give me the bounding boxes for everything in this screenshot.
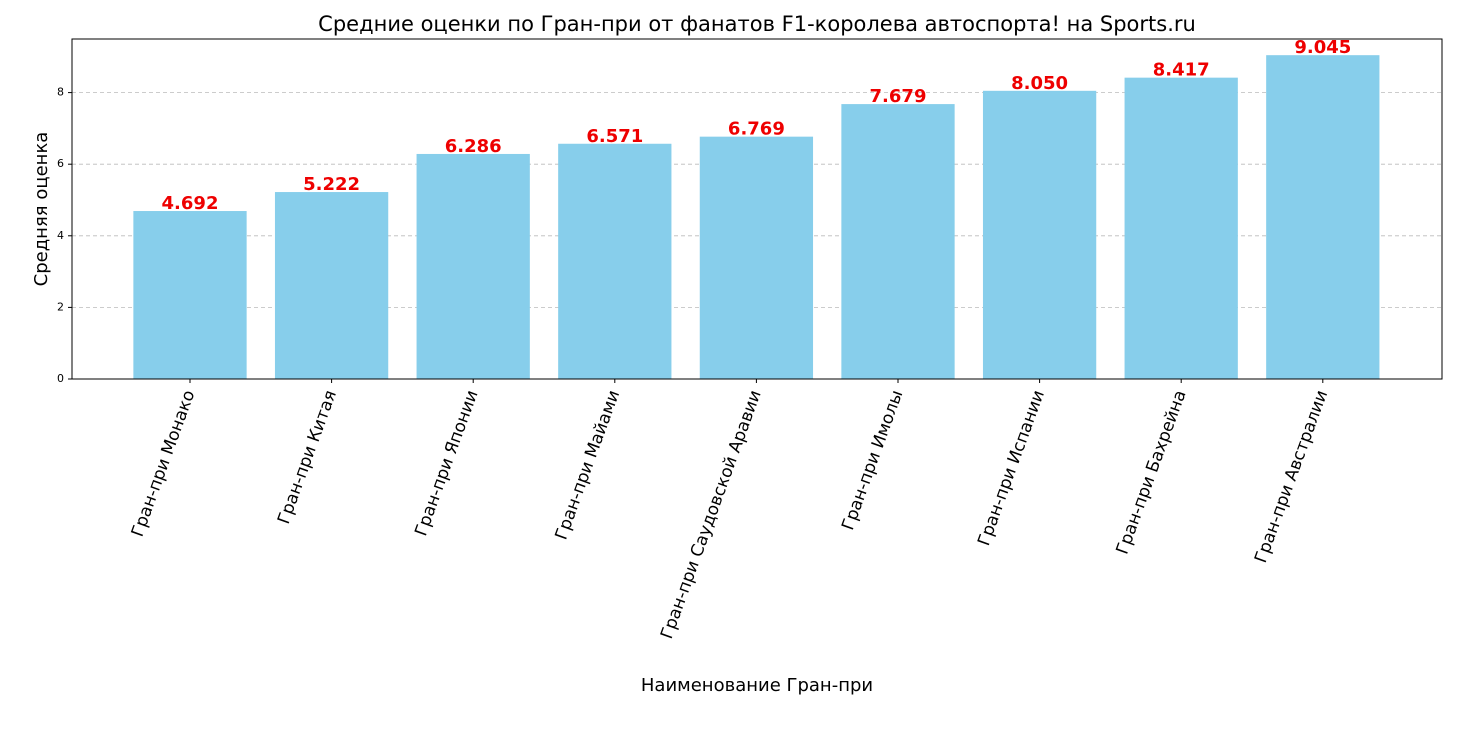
x-tick-label: Гран-при Испании (974, 388, 1049, 549)
y-tick-label: 2 (57, 300, 64, 313)
x-tick-label: Гран-при Саудовской Аравии (657, 388, 766, 642)
bar (558, 143, 672, 379)
value-label: 8.050 (1011, 73, 1068, 94)
value-label: 8.417 (1153, 60, 1210, 81)
y-tick-label: 6 (57, 157, 64, 170)
x-tick-label: Гран-при Монако (128, 388, 200, 540)
x-tick-label: Гран-при Имолы (838, 388, 907, 533)
plot-frame (71, 38, 1443, 380)
value-label: 6.571 (586, 126, 643, 147)
bar (274, 192, 389, 379)
value-label: 4.692 (162, 193, 219, 214)
chart-title: Средние оценки по Гран-при от фанатов F1… (318, 12, 1196, 36)
y-tick-label: 4 (57, 229, 64, 242)
bar (841, 104, 955, 379)
bar (982, 90, 1097, 380)
bar (699, 136, 814, 379)
x-tick-label: Гран-при Австралии (1251, 388, 1332, 566)
bar (1266, 55, 1380, 380)
y-tick-label: 8 (57, 86, 64, 99)
value-label: 6.286 (445, 136, 502, 157)
x-tick-label: Гран-при Японии (411, 388, 482, 539)
value-label: 5.222 (303, 174, 360, 195)
x-axis-label: Наименование Гран-при (641, 675, 873, 696)
bar (416, 153, 530, 379)
value-label: 7.679 (870, 86, 927, 107)
y-axis-label: Средняя оценка (31, 132, 52, 287)
bar (1124, 77, 1238, 379)
value-label: 9.045 (1294, 37, 1351, 58)
x-tick-label: Гран-при Бахрейна (1113, 388, 1191, 558)
x-tick-label: Гран-при Китая (274, 388, 341, 527)
x-tick-label: Гран-при Майами (551, 388, 624, 543)
bar (133, 211, 247, 379)
value-label: 6.769 (728, 119, 785, 140)
y-tick-label: 0 (57, 372, 64, 385)
